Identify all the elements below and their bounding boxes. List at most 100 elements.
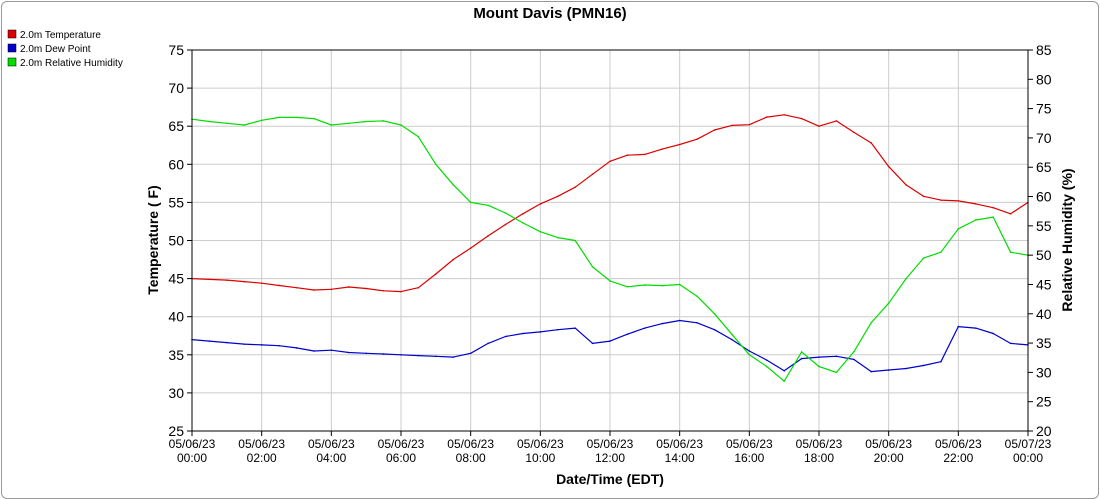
data-point [609, 160, 611, 163]
y-right-tick-label: 65 [1036, 159, 1052, 175]
data-point [382, 120, 385, 122]
x-tick-time: 14:00 [665, 451, 695, 465]
data-point [504, 212, 507, 214]
data-point [678, 319, 681, 322]
data-point [313, 350, 315, 352]
data-point [870, 370, 873, 373]
chart-legend: 2.0m Temperature 2.0m Dew Point 2.0m Relat… [7, 29, 123, 69]
data-point [713, 129, 716, 131]
data-point [835, 371, 838, 374]
data-point [522, 222, 524, 224]
data-point [922, 257, 925, 259]
x-axis-title: Date/Time (EDT) [556, 471, 664, 487]
x-tick-date: 05/06/23 [169, 437, 216, 451]
data-point [818, 365, 820, 368]
data-point [539, 230, 542, 233]
data-point [765, 116, 768, 118]
data-point [696, 295, 698, 297]
data-point [974, 219, 977, 221]
data-point [887, 165, 890, 168]
data-point [347, 351, 350, 354]
data-point [748, 354, 751, 356]
y-right-tick-label: 25 [1036, 394, 1052, 410]
data-point [487, 204, 489, 207]
data-point [678, 283, 681, 286]
data-point [835, 355, 838, 358]
data-point [295, 116, 298, 119]
data-point [574, 327, 576, 329]
data-point [905, 184, 907, 186]
y-left-tick-label: 75 [168, 42, 184, 58]
x-tick-time: 18:00 [804, 451, 834, 465]
data-point [922, 195, 925, 198]
data-point [504, 335, 507, 338]
chart-title: Mount Davis (PMN16) [473, 5, 626, 22]
x-tick-time: 20:00 [874, 451, 904, 465]
data-point [278, 344, 280, 347]
data-point [365, 352, 367, 355]
x-tick-date: 05/06/23 [447, 437, 494, 451]
data-point [208, 120, 211, 123]
data-point [731, 333, 733, 336]
x-tick-date: 05/06/23 [587, 437, 634, 451]
data-point [452, 356, 455, 358]
data-point [940, 360, 942, 363]
data-point [278, 116, 280, 119]
legend-swatch [7, 57, 17, 67]
data-point [556, 328, 559, 331]
data-point [818, 356, 820, 358]
data-point [469, 247, 472, 249]
data-point [208, 340, 211, 342]
x-tick-date: 05/07/23 [1005, 437, 1052, 451]
y-left-tick-label: 30 [168, 385, 184, 401]
data-point [400, 124, 402, 126]
y-left-tick-label: 25 [168, 423, 184, 439]
data-point [661, 322, 664, 325]
data-point [800, 357, 803, 360]
data-point [765, 365, 768, 368]
data-point [626, 286, 629, 288]
legend-label: 2.0m Relative Humidity [20, 58, 123, 69]
x-tick-date: 05/06/23 [517, 437, 564, 451]
data-point [887, 369, 890, 371]
x-tick-date: 05/06/23 [796, 437, 843, 451]
data-point [313, 289, 315, 291]
x-tick-time: 04:00 [316, 451, 346, 465]
y-left-tick-label: 70 [168, 80, 184, 96]
data-point [696, 138, 698, 140]
data-point [400, 354, 402, 356]
data-point [591, 266, 594, 268]
data-point [957, 325, 960, 328]
data-point [435, 163, 437, 166]
data-point [818, 125, 820, 127]
data-point [243, 280, 246, 283]
x-tick-date: 05/06/23 [865, 437, 912, 451]
data-point [260, 344, 263, 346]
data-point [661, 284, 664, 287]
data-point [957, 227, 960, 230]
data-point [992, 216, 994, 218]
data-point [696, 321, 698, 324]
x-tick-date: 05/06/23 [238, 437, 285, 451]
data-point [313, 117, 315, 120]
data-point [330, 349, 333, 352]
data-point [243, 124, 246, 126]
data-point [765, 359, 768, 361]
data-point [974, 327, 977, 329]
data-point [347, 122, 350, 125]
x-tick-time: 22:00 [943, 451, 973, 465]
y-right-tick-label: 55 [1036, 218, 1052, 234]
data-point [504, 223, 507, 226]
x-tick-date: 05/06/23 [726, 437, 773, 451]
data-point [487, 342, 489, 345]
data-point [870, 142, 873, 144]
x-tick-time: 16:00 [734, 451, 764, 465]
data-point [800, 117, 803, 120]
data-point [295, 347, 298, 349]
y-right-tick-label: 70 [1036, 130, 1052, 146]
data-point [365, 120, 367, 123]
data-point [208, 278, 211, 281]
data-point [678, 143, 681, 146]
data-point [800, 351, 803, 353]
